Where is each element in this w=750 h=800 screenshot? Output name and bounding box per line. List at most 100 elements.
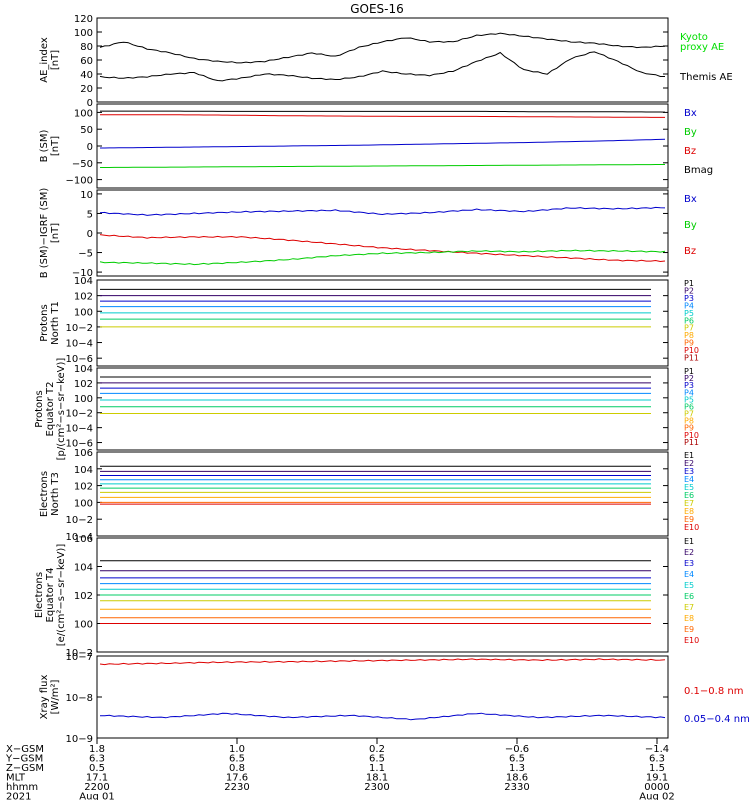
- panel-protN: 10−6 10−4 10−2 100 102 104 Protons North T1 P1P2…: [39, 276, 699, 367]
- legend-label: E8: [684, 507, 694, 516]
- y-tick-label: 80: [80, 42, 93, 53]
- y-tick-label: −100: [66, 176, 93, 187]
- x-tick-label: 1.3: [509, 763, 525, 774]
- legend-label: P10: [684, 431, 699, 440]
- x-tick-label: 0000: [644, 782, 669, 793]
- y-tick-label: −50: [72, 159, 93, 170]
- x-tick-label: 17.6: [226, 773, 248, 784]
- legend-label: P2: [684, 374, 694, 383]
- x-tick-label: 1.5: [649, 763, 665, 774]
- legend-label: E4: [684, 475, 694, 484]
- y-tick-label: 100: [74, 394, 93, 405]
- series-line: [99, 206, 666, 216]
- y-axis-label: Xray flux: [39, 675, 50, 720]
- y-tick-label: 0: [87, 229, 93, 240]
- legend-label: Bz: [684, 246, 696, 257]
- x-tick-label: 2200: [84, 782, 109, 793]
- y-tick-label: 10−9: [66, 734, 93, 745]
- legend-label: Bz: [684, 146, 696, 157]
- series-line: [99, 32, 666, 64]
- legend-label: E2: [684, 459, 694, 468]
- legend-label: E3: [684, 467, 694, 476]
- legend-label: E5: [684, 483, 694, 492]
- y-tick-label: 50: [80, 125, 93, 136]
- legend-label: P1: [684, 279, 694, 288]
- legend-label: E10: [684, 523, 699, 532]
- y-axis-label: [e/(cm²−s−sr−keV)]: [56, 544, 67, 647]
- y-tick-label: 10−4: [66, 339, 93, 350]
- y-axis-label: North T3: [50, 472, 61, 516]
- y-tick-label: 100: [74, 28, 93, 39]
- y-tick-label: 106: [74, 534, 93, 545]
- legend-label: E5: [684, 581, 694, 590]
- y-axis-label: B (SM): [39, 129, 50, 162]
- legend-label: By: [684, 220, 697, 231]
- legend-label: P8: [684, 331, 694, 340]
- y-tick-label: 60: [80, 56, 93, 67]
- y-tick-label: 0: [87, 142, 93, 153]
- y-tick-label: 5: [87, 209, 93, 220]
- legend-label: E2: [684, 548, 694, 557]
- legend-label: E3: [684, 559, 694, 568]
- legend-label: P5: [684, 309, 694, 318]
- y-axis-label: [p/(cm²−s−sr−keV)]: [56, 358, 67, 461]
- legend-label: E6: [684, 491, 694, 500]
- y-tick-label: 10−2: [66, 648, 93, 659]
- panel-protE: 10−6 10−4 10−2 100 102 104 Protons Equator T2 [p…: [34, 358, 699, 461]
- x-row-label: 2021: [6, 792, 31, 800]
- y-tick-label: 102: [74, 591, 93, 602]
- x-tick-label: 2300: [364, 782, 389, 793]
- legend-label: P3: [684, 294, 694, 303]
- x-tick-label: 6.5: [369, 754, 385, 765]
- series-line: [99, 249, 666, 266]
- panel-frame: [96, 655, 669, 739]
- y-tick-label: 104: [74, 465, 93, 476]
- x-row-label: MLT: [6, 773, 26, 784]
- y-tick-label: 10−6: [66, 439, 93, 450]
- panel-frame: [96, 189, 669, 277]
- x-tick-label: −0.6: [505, 744, 529, 755]
- x-tick-label: 2230: [224, 782, 249, 793]
- series-line: [99, 234, 666, 263]
- series-line: [99, 658, 666, 666]
- y-axis-label: AE_index: [39, 37, 50, 83]
- y-axis-label: [nT]: [50, 223, 61, 243]
- x-tick-label: 0.5: [89, 763, 105, 774]
- figure-title: GOES-16: [350, 2, 404, 16]
- legend-label: 0.05−0.4 nm: [684, 714, 750, 725]
- y-tick-label: −10: [72, 268, 93, 279]
- x-tick-label: 19.1: [646, 773, 668, 784]
- y-tick-label: 104: [74, 276, 93, 287]
- legend-label: P2: [684, 286, 694, 295]
- y-tick-label: 10−7: [66, 652, 93, 663]
- panel-xray: 10−9 10−8 10−7 Xray flux [W/m²] 0.1−0.8 nm 0.0…: [39, 652, 750, 745]
- series-line: [100, 164, 665, 168]
- legend-label: P7: [684, 324, 694, 333]
- y-axis-label: Protons: [39, 304, 50, 341]
- y-tick-label: 100: [74, 498, 93, 509]
- x-tick-label: 6.3: [649, 754, 665, 765]
- x-tick-label: 6.5: [229, 754, 245, 765]
- y-tick-label: 10−2: [66, 323, 93, 334]
- legend-label: 0.1−0.8 nm: [684, 686, 743, 697]
- x-tick-label: 2330: [504, 782, 529, 793]
- legend-label: E7: [684, 499, 694, 508]
- legend-label: P9: [684, 424, 694, 433]
- series-line: [100, 110, 666, 113]
- y-tick-label: 10−8: [66, 693, 93, 704]
- series-line: [100, 114, 665, 118]
- y-axis-label: Electrons: [34, 572, 45, 618]
- x-tick-label: 18.6: [506, 773, 528, 784]
- panel-frame: [96, 367, 669, 451]
- y-axis-label: B (SM)−IGRF (SM): [39, 188, 50, 279]
- y-axis-label: [nT]: [50, 136, 61, 156]
- y-tick-label: 100: [74, 108, 93, 119]
- x-tick-label: −1.4: [645, 744, 669, 755]
- panel-frame: [96, 451, 669, 537]
- legend-label: P6: [684, 316, 694, 325]
- y-tick-label: 100: [74, 620, 93, 631]
- y-tick-label: 40: [80, 70, 93, 81]
- x-row-label: Y−GSM: [5, 754, 43, 765]
